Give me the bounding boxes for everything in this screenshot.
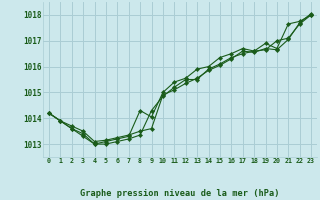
Text: Graphe pression niveau de la mer (hPa): Graphe pression niveau de la mer (hPa)	[80, 189, 280, 198]
